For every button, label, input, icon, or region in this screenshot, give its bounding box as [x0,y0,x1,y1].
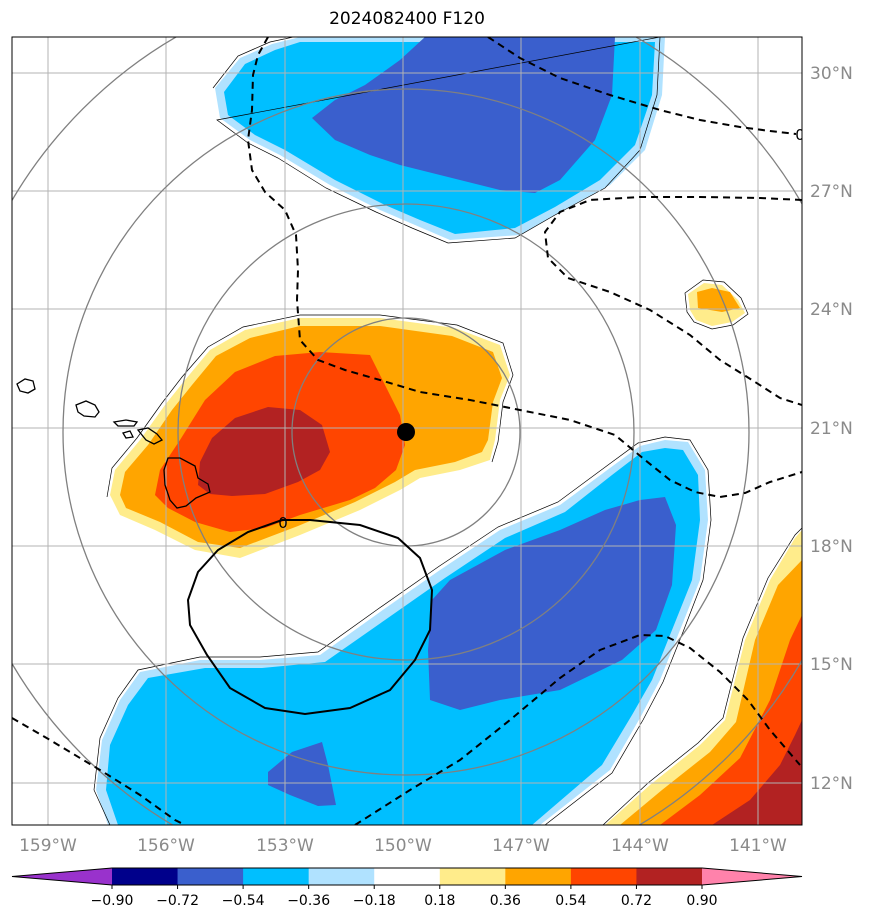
island-oahu [75,400,100,418]
lon-label: 150°W [374,836,432,856]
lat-label: 15°N [810,655,853,675]
lon-label: 156°W [137,836,195,856]
positive-anomaly-main [110,318,510,558]
island-molokai [112,419,139,427]
colorbar-segment [308,868,375,885]
colorbar-tick-label: 0.72 [621,893,652,909]
colorbar-segment [374,868,441,885]
hawaii-islands [16,378,211,509]
colorbar-segment [243,868,310,885]
island-niihau-kauai [16,378,36,394]
colorbar-extend-low [12,868,112,885]
contour-label: 0 [278,514,288,532]
storm-center-marker [397,423,415,441]
colorbar-tick-label: −0.18 [353,893,396,909]
positive-anomaly-northeast [688,283,745,326]
colorbar-tick-label: 0.54 [555,893,586,909]
colorbar-segment [112,868,179,885]
lon-label: 159°W [19,836,77,856]
lat-label: 30°N [810,64,853,84]
colorbar-tick-label: −0.72 [156,893,199,909]
plot-title: 2024082400 F120 [329,9,485,29]
lat-label: 18°N [810,537,853,557]
latitude-labels: 30°N 27°N 24°N 21°N 18°N 15°N 12°N [810,64,853,794]
contour-label: 0 [795,126,805,144]
colorbar-segment [439,868,506,885]
map-area: 0 0 [12,37,805,825]
lon-label: 147°W [492,836,550,856]
colorbar-tick-label: −0.90 [91,893,134,909]
range-rings [12,37,802,825]
island-maui [136,427,164,445]
colorbar-tick-label: 0.90 [686,893,717,909]
colorbar-tick-label: −0.54 [222,893,265,909]
lat-label: 27°N [810,182,853,202]
negative-anomaly-north [215,37,665,240]
colorbar-segment [570,868,637,885]
lat-label: 24°N [810,300,853,320]
colorbar-tick-label: 0.18 [424,893,455,909]
colorbar-extend-high [702,868,802,885]
dashed-contours [12,37,802,825]
island-lanai [122,430,134,439]
lon-label: 141°W [729,836,787,856]
shading-outlines [93,37,802,825]
lat-label: 12°N [810,774,853,794]
longitude-labels: 159°W 156°W 153°W 150°W 147°W 144°W 141°… [19,836,787,856]
colorbar-tick-label: 0.36 [490,893,521,909]
lon-label: 144°W [611,836,669,856]
colorbar-segment [636,868,703,885]
colorbar-segment [177,868,244,885]
lon-label: 153°W [256,836,314,856]
colorbar: −0.90 −0.72 −0.54 −0.36 −0.18 0.18 0.36 0.54 0.7… [11,867,803,909]
island-hawaii [163,457,211,509]
solid-contour [186,519,434,716]
positive-anomaly-southeast [605,530,802,825]
colorbar-tick-label: −0.36 [287,893,330,909]
lat-label: 21°N [810,419,853,439]
colorbar-segment [505,868,572,885]
map-frame [11,36,803,826]
